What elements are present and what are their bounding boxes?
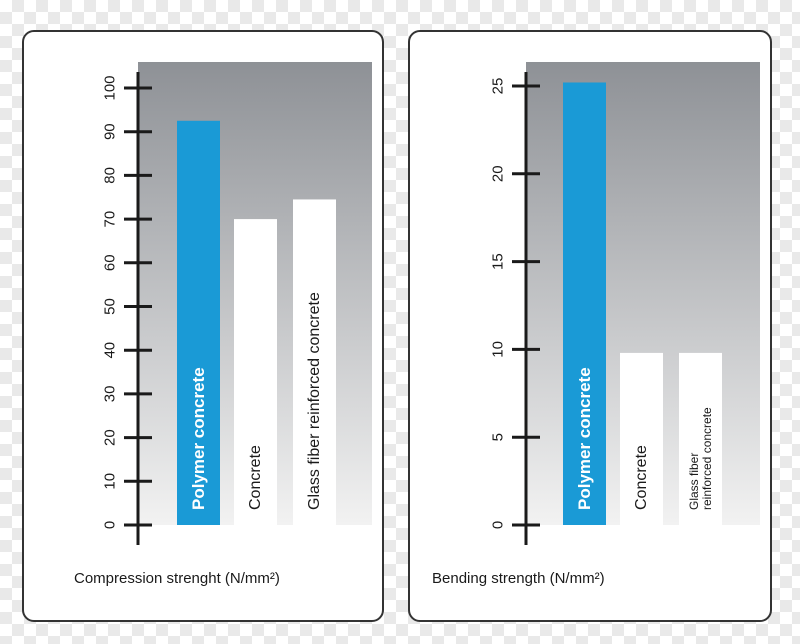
bending-strength-chart: Polymer concrete Concrete Glass fiber reinf… xyxy=(490,62,760,545)
bar-label-1: Polymer concrete xyxy=(575,367,594,510)
y-tick-label: 30 xyxy=(102,386,119,403)
bending-axis-label: Bending strength (N/mm²) xyxy=(432,570,605,587)
y-tick-label: 60 xyxy=(102,254,119,271)
compression-strength-panel: Polymer concrete Concrete Glass fiber rein… xyxy=(22,30,384,622)
bending-strength-panel: Polymer concrete Concrete Glass fiber reinf… xyxy=(408,30,772,622)
bar-label-2: Concrete xyxy=(247,445,264,510)
bar-3 xyxy=(293,199,336,525)
y-tick-label: 0 xyxy=(102,521,119,529)
bar-label-line: Polymer concrete xyxy=(189,367,208,510)
bar-label-3: Glass fiber reinforced concrete xyxy=(306,292,323,510)
bar-label-line: Glass fiber xyxy=(687,453,701,510)
bar-1 xyxy=(177,120,220,526)
y-tick-label: 90 xyxy=(102,123,119,140)
compression-axis-label: Compression strenght (N/mm²) xyxy=(74,570,280,587)
compression-strength-chart: Polymer concrete Concrete Glass fiber rein… xyxy=(102,62,372,545)
y-tick-label: 15 xyxy=(490,253,507,270)
y-tick-label: 50 xyxy=(102,298,119,315)
bar-label-line: reinforced concrete xyxy=(700,407,714,510)
bar-label-line: Glass fiber reinforced concrete xyxy=(306,292,323,510)
y-tick-label: 70 xyxy=(102,211,119,228)
y-tick-label: 20 xyxy=(490,165,507,182)
y-tick-label: 25 xyxy=(490,78,507,95)
y-tick-label: 20 xyxy=(102,429,119,446)
bar-label-line: Concrete xyxy=(633,445,650,510)
y-tick-label: 40 xyxy=(102,342,119,359)
bar-2 xyxy=(620,352,663,525)
bar-1 xyxy=(563,82,606,525)
bar-2 xyxy=(234,219,277,525)
y-tick-label: 10 xyxy=(490,341,507,358)
y-tick-label: 0 xyxy=(490,521,507,529)
y-tick-label: 80 xyxy=(102,167,119,184)
bar-3 xyxy=(679,352,722,525)
bar-label-line: Concrete xyxy=(247,445,264,510)
y-tick-label: 100 xyxy=(102,75,119,100)
y-tick-label: 10 xyxy=(102,473,119,490)
bar-label-line: Polymer concrete xyxy=(575,367,594,510)
bar-label-2: Concrete xyxy=(633,445,650,510)
bar-label-1: Polymer concrete xyxy=(189,367,208,510)
y-tick-label: 5 xyxy=(490,433,507,441)
bar-label-3: Glass fiber reinforced concrete xyxy=(687,407,714,510)
